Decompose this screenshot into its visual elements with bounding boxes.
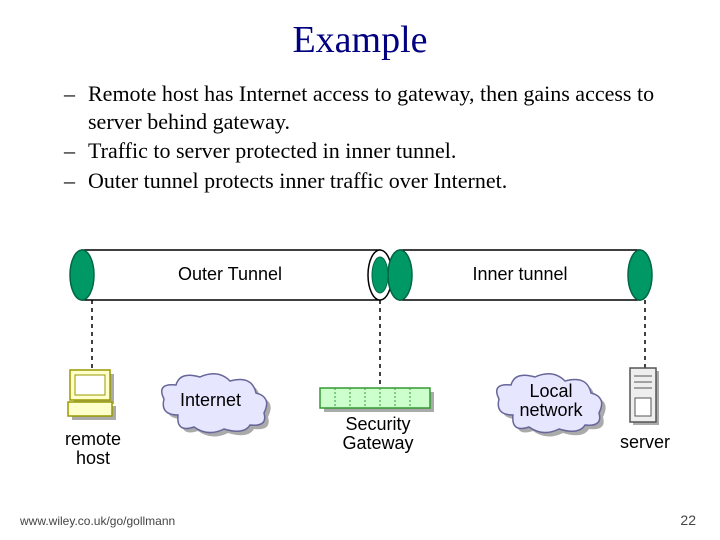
security-gateway-label: Security Gateway — [338, 415, 418, 453]
inner-tunnel-label: Inner tunnel — [460, 264, 580, 285]
bullet-marker: – — [60, 137, 88, 165]
footer-page-number: 22 — [680, 512, 696, 528]
list-item: – Traffic to server protected in inner t… — [60, 137, 660, 165]
bullet-text: Outer tunnel protects inner traffic over… — [88, 167, 660, 195]
tunnel-diagram: Outer Tunnel Inner tunnel Internet Local… — [0, 230, 720, 510]
bullet-marker: – — [60, 80, 88, 135]
page-title: Example — [0, 0, 720, 62]
bullet-text: Traffic to server protected in inner tun… — [88, 137, 660, 165]
bullet-marker: – — [60, 167, 88, 195]
list-item: – Outer tunnel protects inner traffic ov… — [60, 167, 660, 195]
outer-tunnel-label: Outer Tunnel — [170, 264, 290, 285]
list-item: – Remote host has Internet access to gat… — [60, 80, 660, 135]
bullet-list: – Remote host has Internet access to gat… — [60, 80, 660, 194]
bullet-text: Remote host has Internet access to gatew… — [88, 80, 660, 135]
remote-host-label: remote host — [58, 430, 128, 468]
local-network-label: Local network — [516, 382, 586, 420]
server-label: server — [620, 432, 670, 453]
footer-url: www.wiley.co.uk/go/gollmann — [20, 514, 175, 528]
internet-label: Internet — [180, 390, 241, 411]
